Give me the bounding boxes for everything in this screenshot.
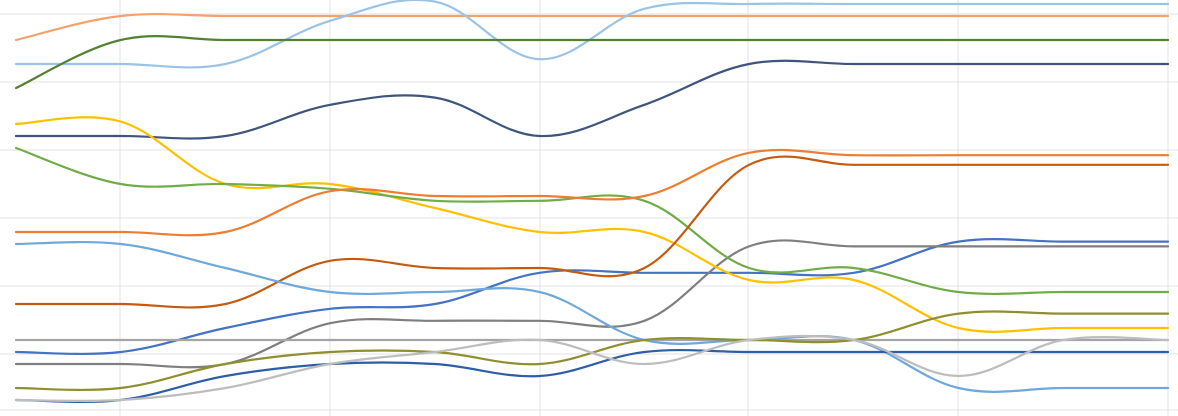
series-line-14 — [14, 310, 1170, 392]
series-line-13 — [14, 348, 1170, 404]
series-line-10 — [14, 155, 1170, 309]
series-line-9 — [14, 148, 1170, 237]
series-line-1 — [14, 12, 1170, 42]
series-line-4 — [14, 59, 1170, 140]
series-line-12 — [14, 240, 1170, 393]
series-line-8 — [14, 146, 1170, 296]
series-line-2 — [14, 0, 1170, 69]
series-line-5 — [14, 238, 1170, 356]
series-line-7 — [14, 116, 1170, 333]
series-layer — [14, 0, 1170, 404]
series-line-15 — [14, 334, 1170, 403]
series-line-3 — [14, 35, 1170, 90]
